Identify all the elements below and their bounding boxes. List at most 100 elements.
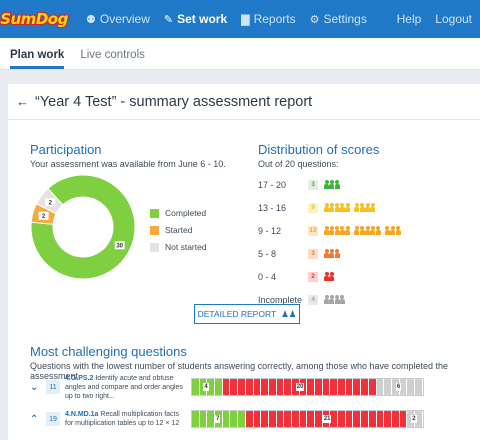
score-count-badge: 3 <box>308 248 318 259</box>
score-range-label: 9 - 12 <box>258 225 282 236</box>
score-range-label: 0 - 4 <box>258 271 277 282</box>
person-icon <box>329 203 335 212</box>
person-icon <box>324 295 329 304</box>
incorrect-segment <box>315 411 323 427</box>
question-row[interactable]: ⌄ 11 4.G.PS.2 Identify acute and obtuse an… <box>30 374 476 400</box>
person-icon <box>354 203 360 212</box>
score-count-badge: 9 <box>308 202 318 213</box>
correct-segment <box>215 379 223 395</box>
correct-count-label: 7 <box>214 415 221 423</box>
chevron-up-icon[interactable]: ⌃ <box>30 413 39 425</box>
incorrect-segment <box>330 411 339 427</box>
incorrect-segment <box>391 411 400 427</box>
person-icon <box>339 295 345 304</box>
distribution-title: Distribution of scores <box>258 142 380 157</box>
answer-bar: 7 21 2 <box>191 410 424 428</box>
participation-subtitle: Your assessment was available from June … <box>30 159 226 169</box>
person-icon <box>395 226 401 235</box>
people-icons <box>324 203 376 212</box>
score-range-label: 17 - 20 <box>258 179 287 190</box>
incomplete-segment <box>407 379 415 395</box>
question-text: 4.G.PS.2 Identify acute and obtuse angle… <box>65 374 185 401</box>
legend-item: Completed <box>150 208 207 218</box>
incorrect-segment <box>299 411 308 427</box>
incorrect-segment <box>376 411 385 427</box>
top-bar: SumDog ⚉ Overview ✎ Set work ▇ Reports ⚙… <box>0 0 480 38</box>
incorrect-count-label: 20 <box>295 383 305 391</box>
sub-nav: Plan work Live controls <box>0 38 480 70</box>
incorrect-segment <box>284 379 292 395</box>
legend-label: Not started <box>165 242 207 252</box>
incomplete-segment <box>399 379 408 395</box>
report-card: ← “Year 4 Test” - summary assessment rep… <box>8 84 480 440</box>
incorrect-segment <box>345 379 354 395</box>
question-number: 19 <box>46 412 60 426</box>
legend-item: Started <box>150 225 207 235</box>
person-icon <box>324 203 329 212</box>
legend-label: Completed <box>165 208 207 218</box>
donut-value-label: 2 <box>45 198 56 207</box>
person-icon <box>384 226 390 235</box>
standard-code: 4.N.MD.1a <box>65 411 99 418</box>
main-nav: ⚉ Overview ✎ Set work ▇ Reports ⚙ Settin… <box>86 0 367 38</box>
incorrect-segment <box>245 411 254 427</box>
question-row[interactable]: ⌃ 19 4.N.MD.1a Recall multiplication facts… <box>30 406 476 432</box>
incorrect-segment <box>238 379 246 395</box>
nav-settings[interactable]: ⚙ Settings <box>309 12 367 26</box>
nav-reports[interactable]: ▇ Reports <box>241 12 296 26</box>
incorrect-segment <box>245 379 254 395</box>
correct-segment <box>192 411 200 427</box>
incorrect-segment <box>307 379 315 395</box>
person-icon <box>329 295 335 304</box>
person-icon <box>334 226 340 235</box>
score-count-badge: 2 <box>308 271 318 282</box>
incorrect-segment <box>268 379 277 395</box>
incorrect-count-label: 21 <box>322 415 332 423</box>
incorrect-segment <box>399 411 408 427</box>
incorrect-segment <box>261 379 269 395</box>
chevron-down-icon[interactable]: ⌄ <box>30 381 39 393</box>
incorrect-segment <box>368 411 377 427</box>
person-icon <box>334 203 340 212</box>
challenging-title: Most challenging questions <box>30 344 187 359</box>
nav-set-work[interactable]: ✎ Set work <box>163 12 228 26</box>
incorrect-segment <box>361 379 369 395</box>
person-icon <box>365 203 371 212</box>
help-link[interactable]: Help <box>396 12 422 26</box>
incorrect-segment <box>361 411 369 427</box>
incomplete-segment <box>376 379 385 395</box>
incorrect-segment <box>268 411 277 427</box>
report-title: “Year 4 Test” - summary assessment repor… <box>35 93 313 110</box>
nav-overview[interactable]: ⚉ Overview <box>86 12 150 26</box>
score-range-label: 13 - 16 <box>258 202 287 213</box>
back-arrow-icon[interactable]: ← <box>16 94 29 109</box>
incomplete-segment <box>384 379 392 395</box>
legend-item: Not started <box>150 242 207 252</box>
incorrect-segment <box>284 411 292 427</box>
gears-icon: ⚙ <box>309 13 320 26</box>
legend-swatch <box>150 242 159 252</box>
tab-live-controls[interactable]: Live controls <box>80 49 145 61</box>
challenging-section: Most challenging questions Questions wit… <box>30 344 476 428</box>
correct-segment <box>222 411 231 427</box>
person-icon <box>375 226 381 235</box>
person-icon <box>359 203 365 212</box>
sumdog-logo[interactable]: SumDog <box>0 10 68 28</box>
incomplete-segment <box>414 379 423 395</box>
correct-count-label: 4 <box>203 383 209 391</box>
incorrect-segment <box>384 411 392 427</box>
correct-segment <box>207 379 216 395</box>
tab-plan-work[interactable]: Plan work <box>10 49 65 69</box>
svg-text:2: 2 <box>49 201 53 207</box>
challenging-subtitle: Questions with the lowest number of stud… <box>30 361 449 381</box>
logout-link[interactable]: Logout <box>435 12 472 26</box>
incorrect-segment <box>353 379 362 395</box>
person-icon <box>339 226 345 235</box>
detailed-report-button[interactable]: DETAILED REPORT ♟♟ <box>194 304 300 324</box>
person-icon <box>334 295 340 304</box>
distribution-row: 13 - 16 9 <box>258 196 478 219</box>
question-description: Identify acute and obtuse angles and com… <box>65 374 183 400</box>
people-icons <box>324 272 335 281</box>
score-range-label: Incomplete <box>258 294 303 305</box>
distribution-subtitle: Out of 20 questions: <box>258 159 339 169</box>
